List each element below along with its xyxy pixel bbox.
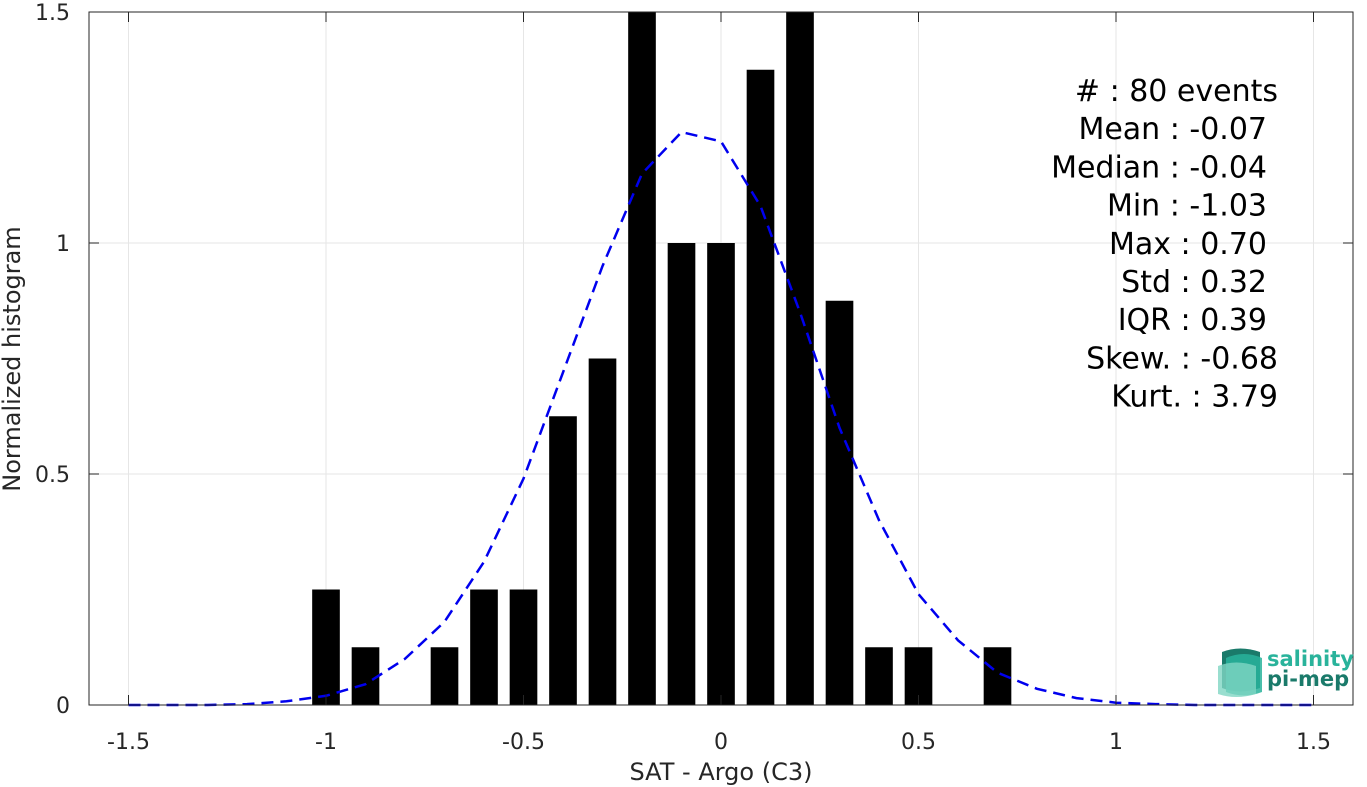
x-tick-label: -0.5: [502, 730, 545, 755]
y-tick-label: 0: [56, 694, 70, 719]
histogram-bar: [707, 243, 735, 705]
x-tick-label: 1.5: [1296, 730, 1331, 755]
statistic-line: Skew. : -0.68: [1086, 341, 1278, 376]
statistic-line: Mean : -0.07: [1078, 112, 1267, 147]
y-tick-label: 1: [56, 232, 70, 257]
y-tick-label: 0.5: [35, 463, 70, 488]
histogram-bar: [825, 300, 854, 705]
statistic-line: Min : -1.03: [1107, 189, 1267, 224]
x-axis-label: SAT - Argo (C3): [630, 758, 813, 786]
histogram-bars: [312, 12, 1012, 705]
histogram-bar: [746, 69, 775, 705]
x-tick-label: -1: [315, 730, 337, 755]
salinity-pi-mep-logo: salinity pi-mep: [1218, 647, 1354, 697]
y-tick-label: 1.5: [35, 1, 70, 26]
histogram-bar: [786, 12, 814, 705]
x-tick-label: 1: [1109, 730, 1123, 755]
x-tick-labels: -1.5 -1 -0.5 0 0.5 1 1.5: [107, 730, 1331, 755]
histogram-bar: [667, 243, 696, 705]
statistic-line: Kurt. : 3.79: [1111, 380, 1278, 415]
histogram-bar: [351, 647, 380, 705]
histogram-bar: [509, 589, 538, 705]
logo-line-2: pi-mep: [1267, 667, 1349, 691]
histogram-bar: [470, 589, 498, 705]
y-axis-label: Normalized histogram: [0, 226, 26, 491]
histogram-bar: [865, 647, 893, 705]
histogram-bar: [628, 12, 656, 705]
histogram-bar: [312, 589, 340, 705]
statistic-line: Std : 0.32: [1121, 265, 1267, 300]
y-tick-labels: 0 0.5 1 1.5: [35, 1, 70, 719]
axes-box: [88, 11, 1354, 706]
histogram-bar: [588, 358, 617, 705]
wave-logo-icon: [1218, 648, 1262, 697]
x-tick-label: -1.5: [107, 730, 150, 755]
statistic-line: # : 80 events: [1075, 74, 1278, 109]
statistic-line: Median : -0.04: [1051, 150, 1267, 185]
logo-line-1: salinity: [1267, 647, 1354, 671]
x-tick-label: 0: [714, 730, 728, 755]
x-tick-label: 0.5: [901, 730, 936, 755]
statistic-line: Max : 0.70: [1109, 227, 1267, 262]
histogram-bar: [549, 416, 577, 705]
statistic-line: IQR : 0.39: [1118, 303, 1267, 338]
histogram-bar: [430, 647, 459, 705]
